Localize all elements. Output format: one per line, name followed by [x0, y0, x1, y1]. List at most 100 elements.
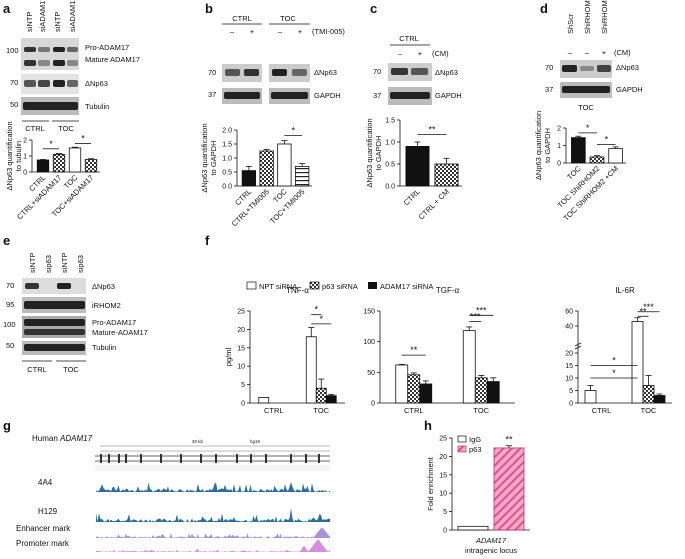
bar: [259, 150, 274, 187]
y-tick-label: 15: [237, 345, 245, 352]
bar: [405, 145, 430, 187]
y-tick-label: 1: [23, 154, 27, 161]
lane-label: siNTP: [28, 253, 37, 273]
significance-label: **: [505, 435, 513, 445]
band-label: Pro-ADAM17: [85, 43, 129, 52]
band: [271, 92, 308, 99]
panel-letter-c: c: [370, 1, 377, 16]
band: [580, 66, 594, 71]
y-tick-label: 0: [23, 170, 27, 177]
group-label: CTRL: [399, 34, 419, 43]
bar: [653, 395, 666, 404]
y-tick-label: 60: [565, 309, 573, 316]
band-label: Tubulin: [85, 102, 109, 111]
band: [292, 69, 307, 76]
band: [53, 60, 65, 66]
band: [23, 102, 78, 110]
significance-label: **: [639, 306, 647, 316]
y-tick-label: 0: [443, 528, 447, 535]
bar: [457, 525, 489, 531]
exon: [100, 454, 102, 463]
exon: [180, 454, 182, 463]
band: [24, 344, 85, 351]
mw-marker: 50: [10, 100, 18, 109]
x-tick-label: CTRL: [592, 406, 612, 415]
y-tick-label: 0.0: [385, 184, 395, 191]
bar: [493, 447, 525, 531]
significance-label: *: [291, 126, 295, 136]
blot-strip: [222, 64, 262, 82]
panel-letter-h: h: [424, 418, 432, 433]
band: [24, 47, 36, 52]
y-tick-label: 2: [23, 138, 27, 145]
significance-label: **: [410, 345, 418, 355]
panel-c-blot: CTRL – + (CM) 70 37 ΔNp63 GAPDH: [373, 34, 462, 105]
band-label: Mature-ADAM17: [92, 328, 148, 337]
band: [224, 92, 260, 99]
lane-label: sip63: [44, 255, 53, 273]
mw-marker: 70: [6, 281, 14, 290]
band: [67, 47, 78, 52]
legend-label: NPT siRNA: [259, 282, 297, 291]
x-axis-label: intragenic locus: [465, 546, 517, 555]
gene-exons: [100, 454, 320, 463]
treatment-sign: –: [230, 27, 235, 36]
mw-marker: 70: [10, 78, 18, 87]
panel-letter-d: d: [540, 1, 548, 16]
band: [244, 69, 259, 76]
signal-track-enhancer: [96, 527, 330, 538]
group-label: CTRL: [27, 365, 47, 374]
blot-strip: [388, 63, 432, 81]
band: [53, 80, 65, 87]
y-axis-label: Fold enrichment: [426, 456, 435, 511]
x-tick-label: TOC: [313, 406, 329, 415]
significance-label: *: [319, 314, 323, 324]
chart-title: TGF-α: [436, 286, 460, 295]
lane-label: ShiRHOM2: [583, 0, 592, 34]
treatment-sign: –: [585, 48, 590, 57]
exon: [318, 454, 320, 463]
y-tick-label: 0: [557, 161, 561, 168]
y-tick-label: 25: [237, 309, 245, 316]
bar: [294, 165, 310, 187]
bar: [474, 377, 488, 404]
y-tick-label: 1.5: [385, 118, 395, 125]
y-tick-label: 20: [237, 327, 245, 334]
significance-label: *: [314, 305, 318, 315]
bar: [325, 395, 337, 404]
y-tick-label: 2.0: [222, 128, 232, 135]
band-label: ΔNp63: [92, 282, 115, 291]
band: [562, 86, 610, 93]
band: [391, 68, 408, 75]
band-label: GAPDH: [435, 91, 462, 100]
panel-letter-e: e: [3, 233, 10, 248]
browser-title: Human ADAM17: [32, 434, 93, 443]
exon: [215, 454, 217, 463]
band: [597, 65, 611, 72]
legend-label: p63: [469, 445, 482, 454]
signal-track-promoter: [96, 539, 330, 552]
group-label: TOC: [578, 103, 594, 112]
treatment-label: (CM): [614, 48, 631, 57]
band: [411, 68, 428, 75]
bar: [462, 330, 476, 404]
bar: [434, 163, 459, 187]
treatment-label: (CM): [432, 49, 449, 58]
treatment-label: (TMI-005): [312, 27, 345, 36]
bar: [642, 385, 655, 404]
y-tick-label: 40: [565, 324, 573, 331]
y-tick-label: 150: [363, 309, 375, 316]
bar: [84, 159, 98, 173]
band: [67, 80, 78, 87]
panel-letter-a: a: [3, 1, 11, 16]
band: [25, 283, 39, 289]
bar: [486, 381, 500, 404]
band-label: ΔNp63: [435, 68, 458, 77]
blot-strip: [269, 64, 310, 82]
